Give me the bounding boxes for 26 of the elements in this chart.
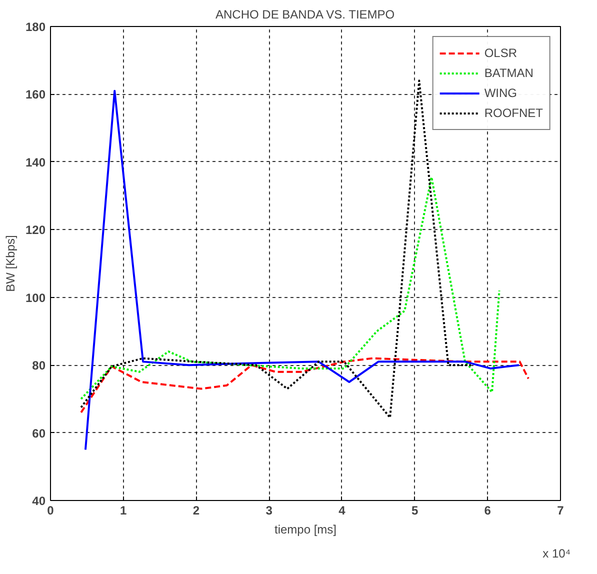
chart-title: ANCHO DE BANDA VS. TIEMPO	[215, 8, 395, 22]
x-tick-label: 7	[557, 504, 564, 518]
y-tick-label: 60	[32, 426, 46, 440]
text: x 10⁴	[542, 546, 571, 560]
x-tick-label: 6	[484, 504, 492, 518]
legend-label: BATMAN	[484, 66, 534, 80]
y-tick-label: 120	[25, 223, 46, 238]
legend-label: WING	[484, 86, 517, 100]
x-tick-label: 2	[192, 504, 200, 518]
x-tick-label: 1	[120, 504, 128, 518]
legend-label: ROOFNET	[484, 106, 543, 120]
y-tick-label: 180	[25, 20, 46, 34]
y-axis-title: BW [Kbps]	[3, 235, 18, 292]
x-tick-label: 5	[411, 504, 418, 518]
y-tick-label: 80	[32, 358, 46, 373]
x-axis-title: tiempo [ms]	[274, 522, 337, 536]
line-series	[80, 176, 500, 400]
legend-label: OLSR	[484, 46, 518, 60]
y-tick-label: 160	[25, 88, 46, 102]
x-tick-label: 3	[266, 504, 273, 518]
y-tick-label: 140	[25, 155, 46, 170]
line-series	[80, 357, 530, 414]
x-tick-label: 0	[47, 504, 54, 518]
y-tick-label: 40	[32, 494, 46, 508]
y-tick-label: 100	[25, 290, 46, 305]
x-tick-label: 4	[338, 504, 346, 518]
